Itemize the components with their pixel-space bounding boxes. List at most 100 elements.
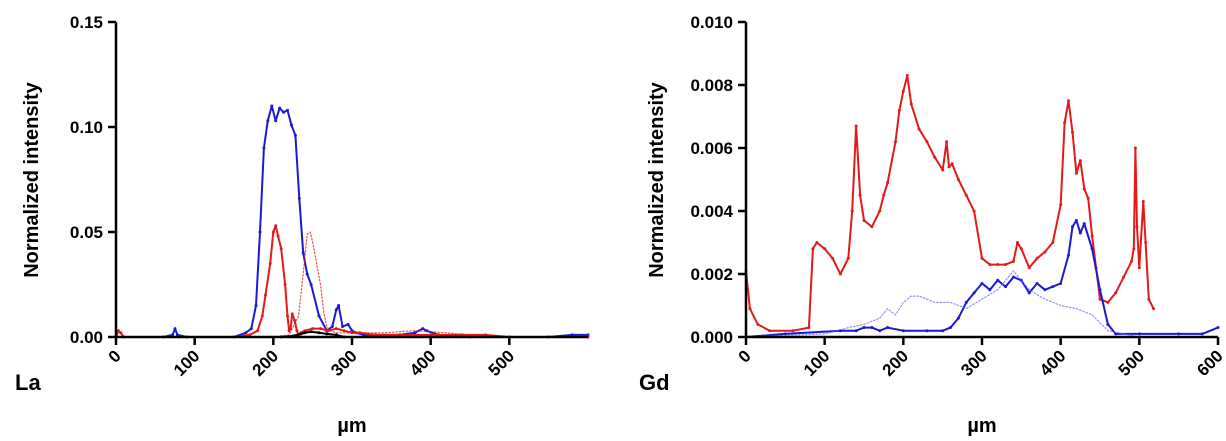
series-point xyxy=(980,256,984,260)
series-point xyxy=(1035,281,1039,285)
series-point xyxy=(964,300,968,304)
series-point xyxy=(1137,332,1141,336)
series-point xyxy=(1147,297,1151,301)
x-tick-label: 300 xyxy=(957,346,990,379)
series-point xyxy=(893,140,897,144)
series-point xyxy=(397,333,401,337)
series-point xyxy=(1059,203,1063,207)
series-point xyxy=(838,272,842,276)
series-point xyxy=(263,293,267,297)
series-point xyxy=(1137,266,1141,270)
chart-panel-la: 0.00 0.05 0.10 0.15 0 100 200 300 400 500 Normal… xyxy=(15,13,590,437)
series-point xyxy=(1177,332,1181,336)
series-point xyxy=(807,326,811,330)
series-point xyxy=(287,329,291,333)
series-point xyxy=(905,74,909,78)
series-point xyxy=(116,329,120,333)
series-point xyxy=(811,247,815,251)
series-point xyxy=(756,322,760,326)
series-point xyxy=(248,333,252,337)
series-point xyxy=(334,333,338,337)
series-point xyxy=(283,283,287,286)
y-tick-label: 0.002 xyxy=(690,265,733,284)
x-tick-label: 500 xyxy=(1115,346,1148,379)
y-tick-label: 0.010 xyxy=(690,13,733,32)
series-point xyxy=(413,331,417,335)
series-point xyxy=(901,329,905,333)
y-tick-label: 0.00 xyxy=(70,328,103,347)
series-point xyxy=(862,218,866,222)
series-point xyxy=(901,89,905,93)
series-point xyxy=(305,272,309,276)
series-point xyxy=(262,146,266,150)
series-point xyxy=(293,318,297,322)
y-ticks-gd: 0.000 0.002 0.004 0.006 0.008 0.010 xyxy=(690,13,746,347)
series-point xyxy=(1090,247,1094,251)
series-point xyxy=(897,108,901,112)
panel-label-la: La xyxy=(15,370,41,395)
series-point xyxy=(1027,291,1031,295)
series-point xyxy=(334,308,338,312)
x-tick-label: 100 xyxy=(170,346,203,379)
series-point xyxy=(1067,253,1071,257)
series-point xyxy=(1043,288,1047,292)
series-point xyxy=(1059,281,1063,285)
series-point xyxy=(258,230,262,234)
series-point xyxy=(854,124,858,128)
series-point xyxy=(429,333,433,337)
series-point xyxy=(917,127,921,131)
x-axis-title-gd: µm xyxy=(967,415,996,437)
series-point xyxy=(586,333,590,337)
series-point xyxy=(342,329,346,333)
series-point xyxy=(309,330,313,334)
series-point xyxy=(271,230,275,234)
series-point xyxy=(301,251,305,255)
series-point xyxy=(1051,241,1055,244)
series-line-3 xyxy=(115,231,589,338)
series-point xyxy=(972,209,976,213)
series-point xyxy=(1082,222,1086,226)
series-point xyxy=(1129,259,1133,263)
series-point xyxy=(878,209,882,213)
series-point xyxy=(299,332,303,336)
series-point xyxy=(285,314,289,318)
series-point xyxy=(1074,171,1078,175)
series-point xyxy=(1133,146,1137,150)
series-point xyxy=(854,329,858,333)
series-point xyxy=(1151,307,1155,311)
series-point xyxy=(980,281,984,285)
plot-series-la xyxy=(114,104,590,339)
series-point xyxy=(933,155,937,159)
y-tick-label: 0.008 xyxy=(690,76,733,95)
series-point xyxy=(886,326,890,330)
series-point xyxy=(303,329,307,333)
series-point xyxy=(317,314,321,318)
series-point xyxy=(964,193,968,197)
series-point xyxy=(1011,275,1015,279)
series-point xyxy=(1035,256,1039,260)
series-point xyxy=(1135,225,1139,229)
series-point xyxy=(870,326,874,330)
series-point xyxy=(1086,196,1090,200)
series-point xyxy=(783,332,787,336)
y-axis-title-la: Normalized intensity xyxy=(21,81,43,277)
series-point xyxy=(1144,241,1148,244)
series-point xyxy=(173,327,177,331)
series-point xyxy=(274,224,278,228)
series-point xyxy=(1122,275,1126,279)
series-point xyxy=(831,256,835,260)
series-point xyxy=(325,332,329,336)
series-point xyxy=(1004,285,1008,289)
x-tick-label: 200 xyxy=(249,346,282,379)
x-tick-label: 0 xyxy=(735,346,755,366)
series-point xyxy=(1082,187,1086,191)
x-tick-label: 600 xyxy=(1193,346,1226,379)
series-point xyxy=(941,168,945,172)
x-tick-label: 100 xyxy=(800,346,833,379)
series-point xyxy=(956,178,960,181)
series-point xyxy=(317,331,321,335)
series-point xyxy=(1019,247,1023,251)
series-point xyxy=(1078,231,1082,235)
series-point xyxy=(768,329,772,333)
series-point xyxy=(119,331,123,335)
